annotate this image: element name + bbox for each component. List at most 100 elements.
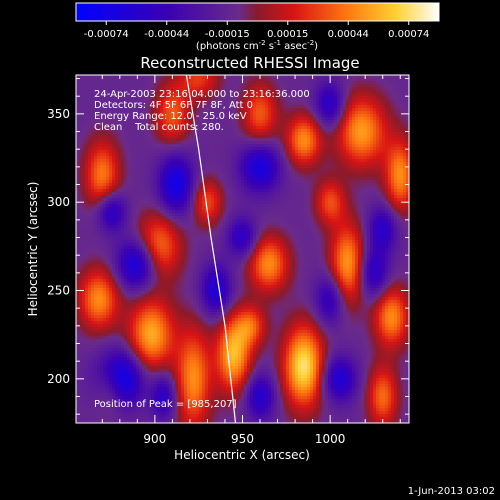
heatmap-cell <box>277 180 281 184</box>
heatmap-cell <box>229 183 233 187</box>
heatmap-cell <box>301 105 305 109</box>
heatmap-cell <box>235 132 239 136</box>
heatmap-cell <box>373 114 377 118</box>
heatmap-cell <box>247 132 251 136</box>
heatmap-cell <box>370 147 374 151</box>
heatmap-cell <box>124 102 128 106</box>
heatmap-cell <box>172 189 176 193</box>
heatmap-cell <box>349 150 353 154</box>
heatmap-cell <box>265 123 269 127</box>
heatmap-cell <box>274 150 278 154</box>
heatmap-cell <box>271 147 275 151</box>
heatmap-cell <box>166 186 170 190</box>
heatmap-cell <box>241 186 245 190</box>
heatmap-cell <box>343 189 347 193</box>
heatmap-cell <box>208 195 212 199</box>
heatmap-cell <box>328 87 332 91</box>
heatmap-cell <box>331 144 335 148</box>
heatmap-cell <box>163 207 167 211</box>
heatmap-cell <box>118 186 122 190</box>
heatmap-cell <box>319 81 323 85</box>
heatmap-cell <box>136 123 140 127</box>
heatmap-cell <box>136 78 140 82</box>
heatmap-cell <box>403 153 407 157</box>
heatmap-cell <box>286 168 290 172</box>
heatmap-cell <box>208 123 212 127</box>
heatmap-cell <box>118 201 122 205</box>
heatmap-cell <box>343 207 347 211</box>
heatmap-cell <box>259 96 263 100</box>
heatmap-cell <box>304 195 308 199</box>
heatmap-cell <box>202 78 206 82</box>
heatmap-cell <box>127 75 131 79</box>
heatmap-cell <box>331 75 335 79</box>
heatmap-cell <box>112 195 116 199</box>
heatmap-cell <box>343 132 347 136</box>
heatmap-cell <box>400 189 404 193</box>
heatmap-cell <box>100 84 104 88</box>
heatmap-cell <box>331 81 335 85</box>
heatmap-cell <box>205 96 209 100</box>
heatmap-cell <box>241 165 245 169</box>
heatmap-cell <box>103 159 107 163</box>
heatmap-cell <box>343 162 347 166</box>
heatmap-cell <box>193 162 197 166</box>
heatmap-cell <box>151 108 155 112</box>
heatmap-cell <box>91 174 95 178</box>
heatmap-cell <box>385 171 389 175</box>
heatmap-cell <box>106 159 110 163</box>
heatmap-cell <box>283 153 287 157</box>
heatmap-cell <box>112 177 116 181</box>
heatmap-cell <box>247 147 251 151</box>
heatmap-cell <box>175 201 179 205</box>
heatmap-cell <box>217 87 221 91</box>
heatmap-cell <box>145 99 149 103</box>
heatmap-cell <box>130 93 134 97</box>
heatmap-cell <box>331 93 335 97</box>
heatmap-cell <box>283 189 287 193</box>
heatmap-cell <box>400 84 404 88</box>
heatmap-cell <box>283 117 287 121</box>
heatmap-cell <box>79 93 83 97</box>
heatmap-cell <box>91 135 95 139</box>
heatmap-cell <box>301 93 305 97</box>
heatmap-cell <box>103 120 107 124</box>
colorbar-tick-label: -0.00044 <box>144 29 189 40</box>
heatmap-cell <box>148 96 152 100</box>
heatmap-cell <box>316 177 320 181</box>
heatmap-cell <box>184 123 188 127</box>
heatmap-cell <box>175 90 179 94</box>
heatmap-cell <box>373 189 377 193</box>
heatmap-cell <box>202 204 206 208</box>
heatmap-cell <box>364 99 368 103</box>
heatmap-cell <box>85 198 89 202</box>
heatmap-cell <box>88 153 92 157</box>
heatmap-cell <box>256 156 260 160</box>
heatmap-cell <box>298 162 302 166</box>
heatmap-cell <box>88 156 92 160</box>
heatmap-cell <box>244 171 248 175</box>
heatmap-cell <box>289 150 293 154</box>
heatmap-cell <box>346 156 350 160</box>
heatmap-cell <box>286 141 290 145</box>
heatmap-cell <box>379 138 383 142</box>
heatmap-cell <box>391 201 395 205</box>
heatmap-cell <box>139 105 143 109</box>
heatmap-cell <box>106 114 110 118</box>
heatmap-cell <box>367 168 371 172</box>
heatmap-cell <box>193 150 197 154</box>
heatmap-cell <box>127 201 131 205</box>
heatmap-cell <box>202 177 206 181</box>
heatmap-cell <box>319 117 323 121</box>
heatmap-cell <box>322 177 326 181</box>
heatmap-cell <box>403 144 407 148</box>
heatmap-cell <box>238 183 242 187</box>
heatmap-cell <box>283 183 287 187</box>
heatmap-cell <box>154 186 158 190</box>
heatmap-cell <box>181 123 185 127</box>
heatmap-cell <box>175 114 179 118</box>
heatmap-cell <box>250 165 254 169</box>
heatmap-cell <box>148 138 152 142</box>
heatmap-cell <box>169 174 173 178</box>
heatmap-cell <box>304 90 308 94</box>
